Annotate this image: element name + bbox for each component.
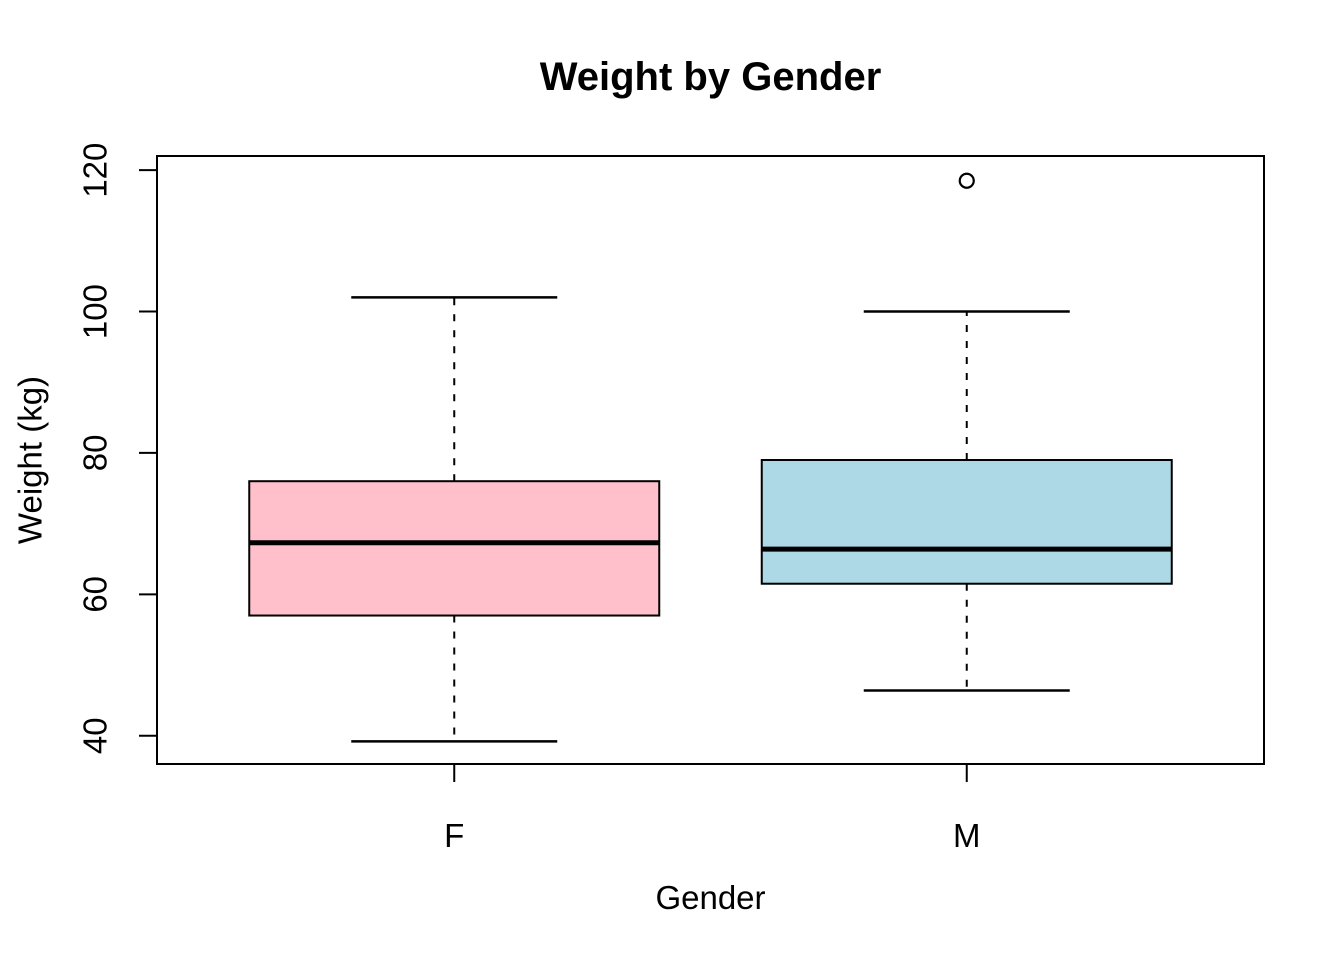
y-tick-label: 60: [77, 576, 114, 613]
iqr-box-m: [760, 459, 1173, 585]
y-tick-label: 40: [77, 717, 114, 754]
y-tick-label: 120: [77, 143, 114, 198]
x-tick-label: M: [953, 817, 981, 854]
y-tick-label: 80: [77, 435, 114, 472]
x-axis-label: Gender: [655, 879, 765, 916]
y-axis-label: Weight (kg): [12, 376, 49, 544]
iqr-box-f: [248, 480, 661, 617]
plot-border: [156, 155, 1265, 765]
outlier-point-m: [958, 172, 975, 189]
y-tick-label: 100: [77, 284, 114, 339]
chart-title: Weight by Gender: [540, 55, 882, 99]
x-tick-label: F: [444, 817, 464, 854]
